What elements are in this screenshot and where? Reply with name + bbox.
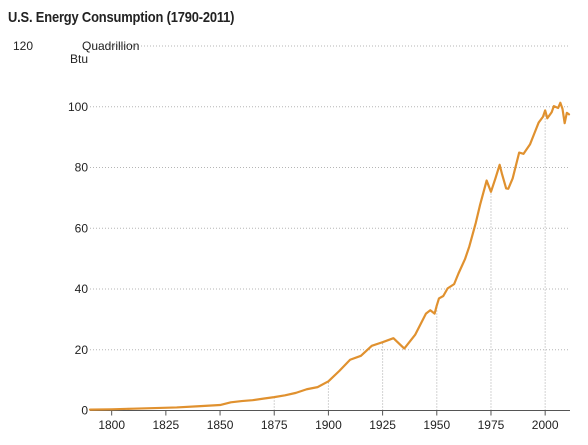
- y-unit-label-line2: Btu: [70, 52, 88, 66]
- year-reference-lines: [273, 110, 546, 411]
- x-tick-label-1925: 1925: [369, 418, 396, 432]
- x-tick-label-1900: 1900: [315, 418, 342, 432]
- x-tick-label-1875: 1875: [261, 418, 288, 432]
- x-tick-label-1850: 1850: [207, 418, 234, 432]
- x-tick-label-1950: 1950: [423, 418, 450, 432]
- x-tick-label-1825: 1825: [153, 418, 180, 432]
- y-tick-label-100: 100: [68, 100, 88, 114]
- y-tick-label-0: 0: [81, 404, 88, 418]
- x-tick-label-1975: 1975: [478, 418, 505, 432]
- y-axis-ticks: 0 20 40 60 80 100 120: [13, 39, 88, 418]
- y-tick-label-120: 120: [13, 39, 33, 53]
- chart-title: U.S. Energy Consumption (1790-2011): [8, 9, 235, 26]
- series-line-energy-consumption: [88, 101, 571, 411]
- x-axis-ticks: 1800 1825 1850 1875 1900 1925 1950 1975 2000: [98, 410, 559, 432]
- gridlines: [90, 45, 570, 351]
- y-tick-label-20: 20: [75, 343, 89, 357]
- y-tick-label-80: 80: [75, 161, 89, 175]
- y-tick-label-60: 60: [75, 221, 89, 235]
- y-unit-label-line1: Quadrillion: [82, 39, 139, 53]
- x-tick-label-1800: 1800: [98, 418, 125, 432]
- y-tick-label-40: 40: [75, 282, 89, 296]
- x-tick-label-2000: 2000: [532, 418, 559, 432]
